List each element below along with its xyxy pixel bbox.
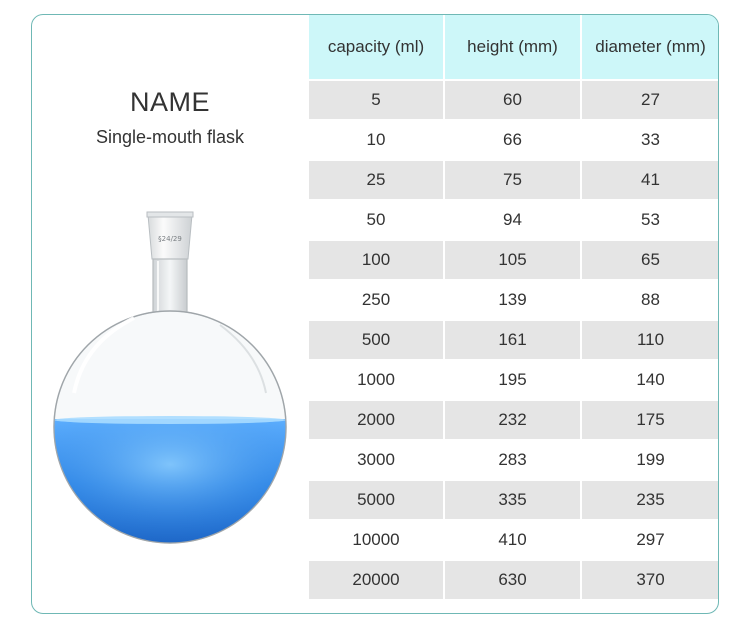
capacity-cell: 5000 [309, 479, 445, 519]
capacity-cell: 20000 [309, 559, 445, 599]
header-diameter: diameter (mm) [582, 15, 718, 79]
table-row: 100 105 65 [309, 239, 718, 279]
capacity-cell: 5 [309, 79, 445, 119]
diameter-cell: 110 [582, 319, 718, 359]
height-cell: 139 [445, 279, 582, 319]
capacity-cell: 2000 [309, 399, 445, 439]
height-cell: 60 [445, 79, 582, 119]
table-row: 5000 335 235 [309, 479, 718, 519]
height-cell: 161 [445, 319, 582, 359]
diameter-cell: 175 [582, 399, 718, 439]
table-row: 1000 195 140 [309, 359, 718, 399]
diameter-cell: 370 [582, 559, 718, 599]
table-row: 50 94 53 [309, 199, 718, 239]
capacity-cell: 100 [309, 239, 445, 279]
height-cell: 232 [445, 399, 582, 439]
spec-card: NAME Single-mouth flask [31, 14, 719, 614]
diameter-cell: 53 [582, 199, 718, 239]
table-row: 250 139 88 [309, 279, 718, 319]
height-cell: 66 [445, 119, 582, 159]
diameter-cell: 235 [582, 479, 718, 519]
table-row: 5 60 27 [309, 79, 718, 119]
height-cell: 94 [445, 199, 582, 239]
diameter-cell: 27 [582, 79, 718, 119]
product-name: Single-mouth flask [95, 127, 245, 147]
diameter-cell: 88 [582, 279, 718, 319]
header-capacity: capacity (ml) [309, 15, 445, 79]
table-row: 500 161 110 [309, 319, 718, 359]
diameter-cell: 33 [582, 119, 718, 159]
height-cell: 105 [445, 239, 582, 279]
diameter-cell: 65 [582, 239, 718, 279]
height-cell: 410 [445, 519, 582, 559]
height-cell: 75 [445, 159, 582, 199]
product-panel: NAME Single-mouth flask [32, 15, 308, 613]
table-row: 3000 283 199 [309, 439, 718, 479]
product-title: NAME [129, 87, 210, 117]
height-cell: 335 [445, 479, 582, 519]
capacity-cell: 10 [309, 119, 445, 159]
table-header-row: capacity (ml) height (mm) diameter (mm) [309, 15, 718, 79]
capacity-cell: 3000 [309, 439, 445, 479]
table-row: 10000 410 297 [309, 519, 718, 559]
table-row: 20000 630 370 [309, 559, 718, 599]
height-cell: 630 [445, 559, 582, 599]
capacity-cell: 1000 [309, 359, 445, 399]
capacity-cell: 500 [309, 319, 445, 359]
table-row: 25 75 41 [309, 159, 718, 199]
joint-marking: §24/29 [158, 235, 182, 243]
diameter-cell: 297 [582, 519, 718, 559]
diameter-cell: 199 [582, 439, 718, 479]
header-height: height (mm) [445, 15, 582, 79]
capacity-cell: 50 [309, 199, 445, 239]
capacity-cell: 10000 [309, 519, 445, 559]
height-cell: 283 [445, 439, 582, 479]
height-cell: 195 [445, 359, 582, 399]
table-row: 10 66 33 [309, 119, 718, 159]
spec-table: capacity (ml) height (mm) diameter (mm) … [309, 15, 718, 599]
diameter-cell: 140 [582, 359, 718, 399]
capacity-cell: 25 [309, 159, 445, 199]
capacity-cell: 250 [309, 279, 445, 319]
flask-image: §24/29 [53, 211, 287, 544]
diameter-cell: 41 [582, 159, 718, 199]
table-row: 2000 232 175 [309, 399, 718, 439]
